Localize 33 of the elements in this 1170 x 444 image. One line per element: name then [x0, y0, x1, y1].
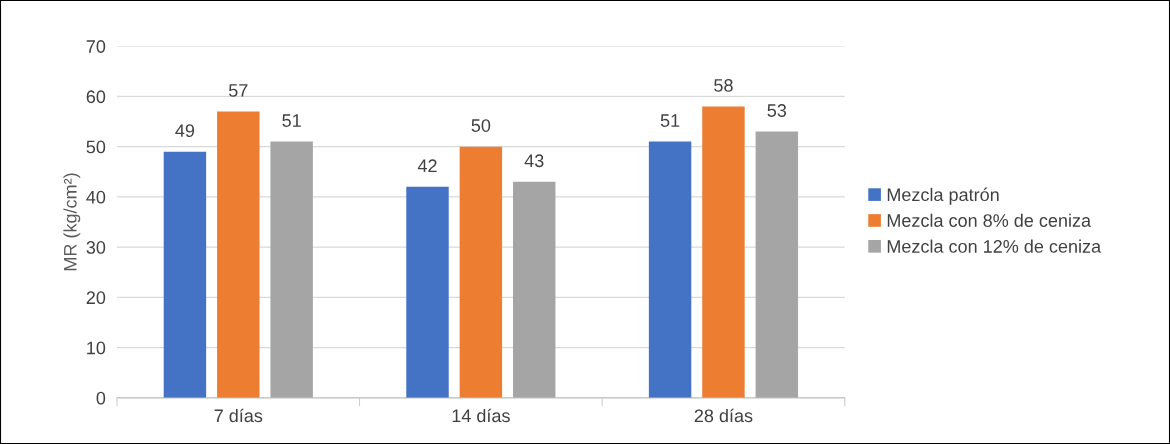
bar: [702, 106, 745, 398]
data-label: 42: [417, 159, 437, 172]
y-tick-label: 70: [86, 40, 106, 53]
data-label: 53: [767, 104, 787, 117]
bar: [217, 111, 260, 398]
x-tick-label: 28 días: [694, 408, 753, 423]
bar: [459, 146, 503, 398]
y-tick-label: 20: [86, 291, 106, 305]
data-label: 51: [660, 114, 680, 127]
bar: [648, 141, 692, 398]
x-tick-label: 14 días: [452, 408, 510, 423]
data-label: 49: [175, 124, 195, 137]
bar: [755, 131, 799, 398]
y-tick-label: 50: [86, 140, 106, 154]
y-tick-label: 10: [87, 341, 106, 355]
y-tick-label: 30: [86, 241, 106, 254]
legend-label: Mezcla patrón: [887, 187, 999, 205]
y-tick-label: 0: [96, 391, 106, 405]
data-label: 57: [228, 84, 248, 97]
bar: [163, 151, 207, 398]
legend-label: Mezcla con 8% de ceniza: [887, 213, 1092, 227]
data-label: 51: [282, 114, 301, 127]
y-tick-label: 40: [86, 190, 106, 204]
bar: [406, 186, 449, 398]
legend-label: Mezcla con 12% de ceniza: [887, 239, 1102, 253]
bar: [513, 181, 556, 398]
bar: [270, 141, 313, 398]
data-label: 43: [524, 154, 544, 168]
x-tick-label: 7 días: [214, 408, 263, 423]
data-label: 58: [714, 78, 733, 92]
y-axis-title: MR (kg/cm²): [63, 173, 81, 271]
data-label: 50: [471, 119, 491, 132]
y-tick-label: 60: [86, 90, 106, 104]
